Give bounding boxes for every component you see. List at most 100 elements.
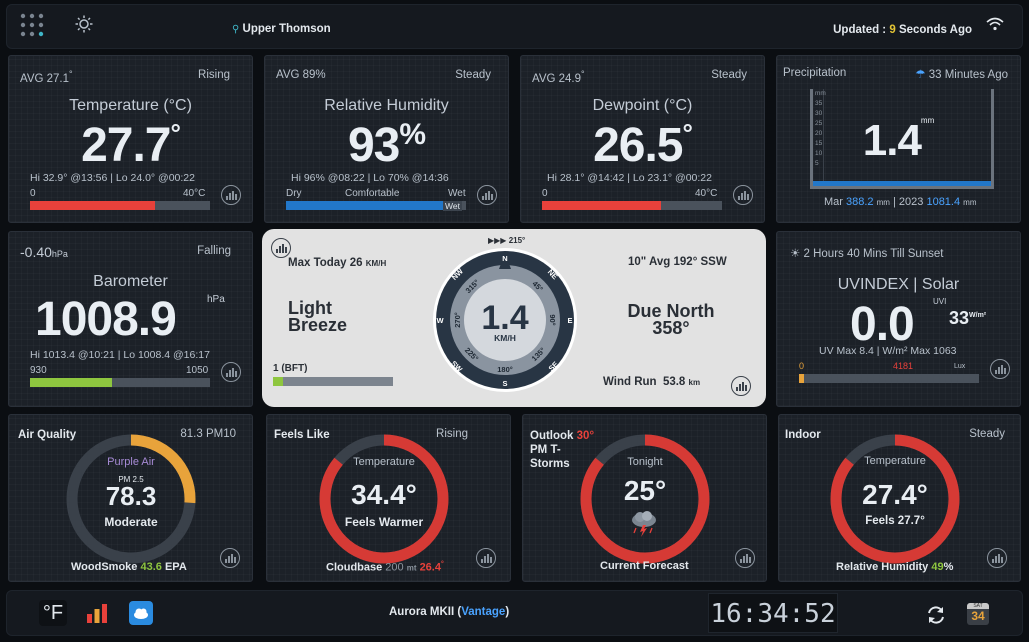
station-name: Aurora MKII ( [389, 606, 462, 618]
barometer-value: 1008.9 [35, 293, 177, 346]
wind-max-value: Max Today 26 [288, 257, 363, 269]
indoor-feels: Feels 27.7° [865, 515, 925, 527]
compass-degree: 90° [548, 314, 557, 325]
outlook-card: Outlook 30° PM T- Storms Tonight 25° Curre… [522, 414, 767, 582]
indoor-chart-icon[interactable] [987, 548, 1007, 568]
solar-number: 33 [949, 308, 970, 328]
temperature-value: 27.7° [9, 118, 252, 173]
uv-unit: UVI [933, 297, 947, 306]
weather-app-button[interactable] [129, 601, 153, 625]
dewpoint-average: AVG 24.9° [532, 69, 585, 85]
updated-seconds: 9 [889, 24, 896, 36]
barometer-unit: hPa [207, 294, 225, 305]
dewpoint-average-deg: ° [581, 69, 585, 79]
air-quality-chart-icon[interactable] [220, 548, 240, 568]
feels-like-gauge [319, 434, 449, 564]
indoor-card: Indoor Steady Temperature 27.4° Feels 27… [778, 414, 1021, 582]
refresh-button[interactable] [925, 604, 947, 626]
temperature-chart-icon[interactable] [221, 185, 241, 205]
precipitation-value: 1.4mm [777, 116, 1020, 166]
precipitation-title: Precipitation [783, 67, 847, 79]
dewpoint-chart-icon[interactable] [733, 185, 753, 205]
temperature-bar-fill [30, 201, 155, 210]
wind-run-chart-icon[interactable] [731, 376, 751, 396]
top-bar: ⚲ Upper Thomson Updated : 9 Seconds Ago [6, 4, 1023, 49]
barometer-max: 1050 [186, 365, 209, 376]
location[interactable]: ⚲ Upper Thomson [232, 23, 331, 35]
month-label: Mar [824, 196, 843, 208]
humidity-hilo: Hi 96% @08:22 | Lo 70% @14:36 [291, 172, 449, 184]
dewpoint-max: 40°C [695, 188, 718, 199]
barometer-bar-fill [30, 378, 112, 387]
apps-menu-icon[interactable] [20, 13, 44, 37]
precipitation-ago-text: 33 Minutes Ago [928, 69, 1008, 81]
gauge-tick: 35 [815, 100, 823, 107]
clock: 16:34:52 [708, 593, 838, 633]
compass-degree: 180° [497, 365, 513, 374]
humidity-comfortable-label: Comfortable [345, 188, 400, 199]
indoor-trend: Steady [969, 428, 1005, 440]
gauge-fill [830, 434, 960, 564]
dewpoint-min: 0 [542, 188, 548, 199]
barometer-title: Barometer [93, 273, 168, 290]
station-link[interactable]: Vantage [461, 606, 506, 618]
charts-button[interactable] [85, 601, 109, 625]
compass-label: W [436, 316, 444, 325]
humidity-chart-icon[interactable] [477, 185, 497, 205]
uv-chart-icon[interactable] [990, 359, 1010, 379]
update-status: Updated : 9 Seconds Ago [833, 24, 972, 36]
compass-center [464, 279, 546, 361]
temperature-average: AVG 27.1° [20, 69, 73, 85]
compass-degree: 270° [453, 312, 462, 328]
air-quality-card: Air Quality 81.3 PM10 Purple Air PM 2.5 … [8, 414, 253, 582]
cloudbase-label: Cloudbase [326, 561, 383, 574]
calendar-month: SAT [967, 603, 989, 609]
wind-run: Wind Run 53.8 km [603, 376, 700, 388]
compass-label: N [502, 254, 507, 263]
dewpoint-value: 26.5° [521, 118, 764, 173]
barometer-chart-icon[interactable] [221, 362, 241, 382]
location-pin-icon: ⚲ [232, 24, 240, 35]
feels-like-chart-icon[interactable] [476, 548, 496, 568]
air-quality-pm10: 81.3 PM10 [180, 428, 236, 440]
lux-value: 4181 [893, 361, 914, 371]
calendar-button[interactable]: SAT 34 [967, 603, 989, 625]
temperature-deg: ° [170, 118, 181, 148]
wind-run-unit: km [688, 378, 701, 387]
barometer-bar [30, 378, 210, 387]
unit-toggle-button[interactable]: °F [39, 600, 67, 626]
wind-chart-icon[interactable] [271, 238, 291, 258]
gauge-tick: 15 [815, 140, 823, 147]
dewpoint-deg: ° [682, 118, 693, 148]
wind-gust-direction-value: 215° [508, 236, 526, 245]
humidity-pct: % [399, 118, 426, 151]
wind-run-value: 53.8 [662, 376, 686, 388]
temperature-average-deg: ° [69, 69, 73, 79]
gauge-tick: 20 [815, 130, 823, 137]
dewpoint-number: 26.5 [593, 119, 683, 172]
compass-label: S [502, 379, 507, 388]
uv-title: UVINDEX | Solar [837, 276, 960, 293]
humidity-wet-label: Wet [448, 188, 466, 199]
gauge-scale: mm 35 30 25 20 15 10 5 [815, 89, 826, 169]
outlook-chart-icon[interactable] [735, 548, 755, 568]
wind-beaufort-line1: Light [288, 298, 332, 318]
barometer-trend: Falling [197, 245, 231, 257]
station-suffix: ) [505, 606, 510, 618]
cloudbase-value: 200 [385, 561, 404, 574]
indoor-humidity-unit: % [943, 561, 954, 573]
gauge-fill [66, 434, 196, 564]
dewpoint-bar [542, 201, 722, 210]
uv-min: 0 [799, 361, 805, 371]
wind-speed-unit: KM/H [494, 333, 516, 343]
wind-bft-bar [273, 377, 393, 386]
pm25-label: PM 2.5 [118, 475, 144, 484]
wind-direction-label: Due North [627, 301, 715, 321]
gauge-fill [580, 434, 710, 564]
gust-arrows-icon: ▶▶▶ [488, 236, 507, 245]
bar-chart-icon [87, 604, 107, 623]
brightness-icon[interactable] [75, 15, 93, 33]
gauge-axis [823, 89, 824, 186]
outlook-line2: PM T- [530, 444, 561, 456]
refresh-icon [928, 606, 944, 624]
